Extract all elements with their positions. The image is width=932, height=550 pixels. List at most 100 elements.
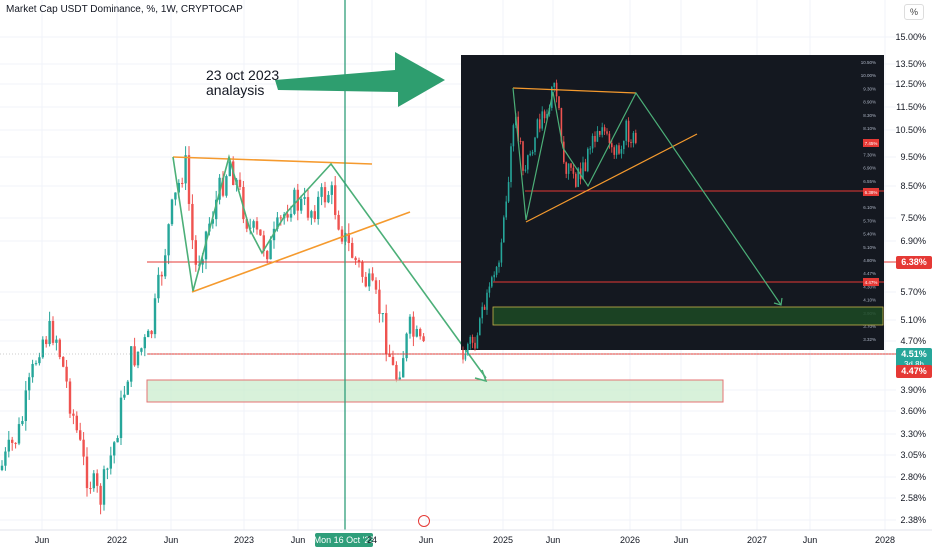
annotation-line2: analaysis bbox=[206, 82, 264, 98]
candle-body bbox=[225, 176, 228, 196]
candle-body bbox=[174, 192, 177, 200]
inset-candle-body bbox=[589, 148, 591, 150]
candle-body bbox=[259, 229, 262, 236]
inset-chart: 10.50% 10.00% 9.30% 8.90% 8.30% 8.10% 7.45% 7.3… bbox=[461, 55, 884, 364]
candle-body bbox=[167, 224, 170, 256]
inset-price-text: 7.45% bbox=[865, 141, 878, 146]
candle-body bbox=[340, 229, 344, 242]
candle-body bbox=[28, 377, 31, 391]
inset-candle-body bbox=[615, 145, 618, 155]
candle-body bbox=[221, 177, 225, 196]
candle-body bbox=[34, 363, 38, 365]
inset-candle-body bbox=[519, 140, 522, 142]
inset-candle-body bbox=[584, 162, 587, 172]
inset-y-tick: 8.10% bbox=[863, 126, 876, 131]
candle-body bbox=[157, 274, 160, 299]
candle-body bbox=[398, 377, 401, 380]
candle-body bbox=[21, 421, 24, 425]
candle-body bbox=[79, 430, 82, 440]
candle-body bbox=[96, 473, 99, 486]
x-tick-label: Jun bbox=[674, 535, 689, 545]
candle-body bbox=[58, 339, 61, 357]
candle-body bbox=[320, 187, 323, 197]
x-tick-label: 2023 bbox=[234, 535, 254, 545]
wave-projection bbox=[172, 154, 487, 379]
candle-body bbox=[306, 197, 310, 218]
inset-candle-body bbox=[471, 336, 474, 343]
inset-candle-body bbox=[575, 173, 577, 187]
y-tick-label: 6.90% bbox=[900, 236, 926, 246]
inset-candle-body bbox=[493, 274, 495, 278]
inset-candle-body bbox=[505, 201, 507, 218]
candle-body bbox=[130, 346, 133, 382]
inset-candle-body bbox=[560, 108, 563, 142]
candle-body bbox=[323, 187, 327, 203]
inset-candle-body bbox=[486, 292, 488, 310]
x-tick-label: 2025 bbox=[493, 535, 513, 545]
candle-body bbox=[194, 240, 197, 265]
candle-body bbox=[17, 424, 21, 444]
inset-y-tick: 10.50% bbox=[861, 60, 876, 65]
candle-body bbox=[385, 313, 388, 354]
time-axis: Jun 2022 Jun 2023 Jun 24 Jun 2025 Jun 2026 Jun 2027… bbox=[0, 515, 932, 545]
inset-support-line bbox=[525, 133, 698, 223]
y-tick-label: 10.50% bbox=[895, 125, 926, 135]
x-tick-label: 2026 bbox=[620, 535, 640, 545]
candle-body bbox=[395, 364, 398, 380]
y-tick-label: 4.70% bbox=[900, 336, 926, 346]
inset-candle-body bbox=[534, 137, 536, 153]
inset-candle-body bbox=[623, 140, 625, 150]
inset-arrowhead bbox=[773, 297, 783, 306]
candle-body bbox=[170, 199, 174, 225]
inset-candle-body bbox=[567, 163, 570, 174]
inset-candle-body bbox=[577, 168, 579, 187]
candle-body bbox=[357, 260, 361, 263]
x-tick-label: Jun bbox=[164, 535, 179, 545]
candle-body bbox=[68, 381, 72, 414]
y-tick-label: 5.10% bbox=[900, 315, 926, 325]
candle-body bbox=[354, 257, 357, 261]
support-trendline bbox=[191, 211, 411, 293]
arrowhead bbox=[474, 369, 488, 383]
candle-body bbox=[123, 394, 126, 398]
x-tick-label: 2022 bbox=[107, 535, 127, 545]
inset-candle-body bbox=[572, 167, 575, 174]
candle-body bbox=[31, 363, 34, 378]
x-tick-label: Jun bbox=[546, 535, 561, 545]
candle-body bbox=[419, 329, 422, 337]
inset-candle-body bbox=[565, 162, 567, 174]
candle-body bbox=[317, 196, 320, 220]
candle-body bbox=[327, 194, 330, 203]
inset-candle-body bbox=[464, 354, 467, 360]
inset-candle-body bbox=[527, 155, 529, 170]
candle-body bbox=[11, 439, 14, 443]
candle-body bbox=[140, 348, 143, 352]
percent-scale-button[interactable]: % bbox=[904, 4, 924, 20]
candle-body bbox=[408, 316, 412, 334]
inset-y-tick: 5.10% bbox=[863, 245, 876, 250]
candle-body bbox=[422, 336, 425, 342]
inset-y-tick: 7.30% bbox=[863, 152, 876, 157]
inset-candle-body bbox=[512, 125, 515, 147]
inset-candle-body bbox=[500, 242, 503, 263]
candle-body bbox=[252, 221, 255, 228]
inset-y-tick: 5.40% bbox=[863, 232, 876, 237]
inset-y-tick: 5.70% bbox=[863, 218, 876, 223]
inset-candle-body bbox=[618, 145, 620, 154]
price-tag-value: 6.38% bbox=[901, 257, 927, 267]
candle-body bbox=[106, 468, 109, 470]
candle-body bbox=[266, 251, 269, 260]
candle-body bbox=[45, 339, 48, 345]
inset-y-tick: 3.70% bbox=[863, 324, 876, 329]
candle-body bbox=[72, 413, 75, 416]
candle-body bbox=[89, 488, 92, 490]
candle-body bbox=[184, 155, 187, 184]
candle-body bbox=[378, 289, 381, 314]
candle-body bbox=[85, 456, 89, 489]
candle-body bbox=[289, 213, 293, 218]
inset-candle-body bbox=[474, 342, 476, 349]
chart-title: Market Cap USDT Dominance, %, 1W, CRYPTO… bbox=[6, 4, 243, 15]
inset-candle-body bbox=[608, 133, 611, 144]
inset-price-text: 6.38% bbox=[865, 190, 878, 195]
